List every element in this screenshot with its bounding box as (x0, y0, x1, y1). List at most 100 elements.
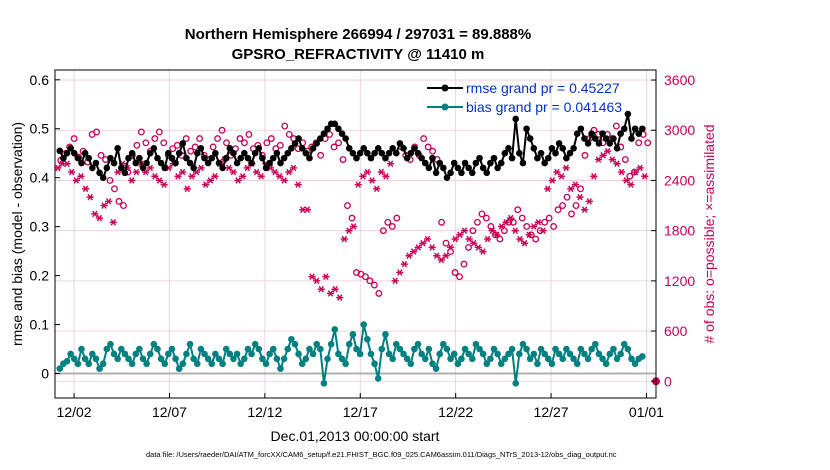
rmse-point (251, 149, 259, 157)
asterisk-stroke (549, 177, 556, 184)
rmse-point (215, 159, 223, 167)
asterisk-stroke (429, 244, 435, 251)
asterisk-stroke (69, 168, 75, 176)
bias-point (81, 355, 89, 363)
rmse-point (259, 154, 266, 162)
asterisk-stroke (78, 172, 84, 180)
bias-point (241, 355, 248, 363)
obs-assimilated-point (386, 160, 395, 168)
rmse-point (99, 174, 107, 182)
bias-point (219, 360, 226, 368)
rmse-point (233, 159, 241, 167)
bias-point (306, 345, 313, 353)
chart-title: Northern Hemisphere 266994 / 297031 = 89… (184, 26, 532, 43)
rmse-point (92, 159, 100, 167)
bias-point (70, 355, 78, 363)
rmse-point (78, 159, 85, 167)
asterisk-stroke (512, 227, 519, 234)
rmse-point (56, 147, 64, 155)
obs-assimilated-point (377, 168, 385, 176)
bias-point (335, 350, 342, 358)
obs-assimilated-point (604, 147, 612, 155)
asterisk-stroke (517, 235, 523, 243)
obs-assimilated-point (594, 156, 603, 163)
asterisk-stroke (526, 231, 532, 239)
rmse-point (599, 130, 606, 137)
rmse-point (317, 135, 324, 142)
obs-assimilated-point (553, 168, 561, 176)
bias-point (63, 357, 71, 365)
obs-assimilated-point (257, 172, 265, 180)
bias-point (345, 340, 353, 348)
obs-possible-point (335, 139, 342, 147)
obs-possible-point (281, 122, 289, 130)
asterisk-stroke (346, 227, 352, 234)
obs-possible-point (518, 214, 526, 222)
bias-point (161, 360, 169, 368)
asterisk-stroke (332, 285, 338, 293)
obs-assimilated-point (239, 172, 247, 180)
asterisk-stroke (82, 185, 89, 193)
obs-assimilated-point (95, 214, 104, 222)
obs-assimilated-point (234, 177, 242, 184)
obs-possible-point (626, 172, 634, 180)
asterisk-stroke (337, 294, 343, 301)
obs-assimilated-point (313, 277, 321, 285)
asterisk-stroke (383, 172, 389, 180)
rmse-point (262, 164, 270, 172)
rmse-point (508, 154, 516, 162)
asterisk-stroke (313, 277, 320, 285)
bias-point (505, 350, 512, 358)
rmse-point (411, 145, 418, 152)
obs-possible-point (478, 210, 486, 218)
asterisk-stroke (309, 273, 315, 280)
bias-point (541, 350, 548, 358)
asterisk-stroke (595, 156, 602, 163)
rmse-point (295, 135, 302, 142)
asterisk-stroke (480, 248, 486, 255)
asterisk-stroke (378, 168, 385, 176)
rmse-point (602, 135, 610, 142)
rmse-point (425, 164, 433, 172)
bias-point (262, 360, 270, 368)
x-axis-label: Dec.01,2013 00:00:00 start (271, 428, 440, 444)
bias-point (472, 340, 480, 348)
obs-possible-point (361, 273, 369, 281)
bias-point (523, 345, 530, 353)
obs-possible-point (523, 223, 531, 230)
rmse-point (371, 149, 378, 157)
asterisk-stroke (300, 206, 306, 214)
rmse-point (523, 125, 530, 133)
asterisk-stroke (267, 164, 274, 172)
rmse-point (501, 149, 509, 157)
asterisk-stroke (373, 185, 380, 193)
bias-point (230, 355, 237, 363)
rmse-point (110, 159, 118, 167)
rmse-point (85, 154, 93, 162)
rmse-point (635, 130, 643, 137)
obs-possible-point (420, 135, 428, 143)
asterisk-stroke (558, 172, 565, 180)
asterisk-stroke (614, 160, 620, 168)
asterisk-stroke (59, 160, 66, 168)
bias-point (320, 380, 328, 387)
bias-point (566, 350, 574, 358)
obs-assimilated-point (340, 235, 348, 243)
asterisk-stroke (563, 164, 569, 172)
obs-assimilated-point (507, 214, 515, 222)
y-tick-label: 0.3 (30, 219, 50, 235)
rmse-point (179, 140, 187, 147)
x-tick-label: 01/01 (629, 404, 664, 420)
bias-point (226, 350, 234, 358)
rmse-point (403, 154, 411, 162)
obs-assimilated-point (493, 231, 501, 239)
obs-possible-point (339, 156, 347, 163)
bias-point (613, 355, 621, 363)
asterisk-stroke (401, 260, 408, 268)
rmse-point (165, 149, 172, 157)
obs-possible-point (151, 135, 159, 143)
asterisk-stroke (461, 227, 468, 234)
rmse-point (465, 164, 472, 172)
bias-point (139, 355, 147, 363)
rmse-point (222, 154, 230, 162)
